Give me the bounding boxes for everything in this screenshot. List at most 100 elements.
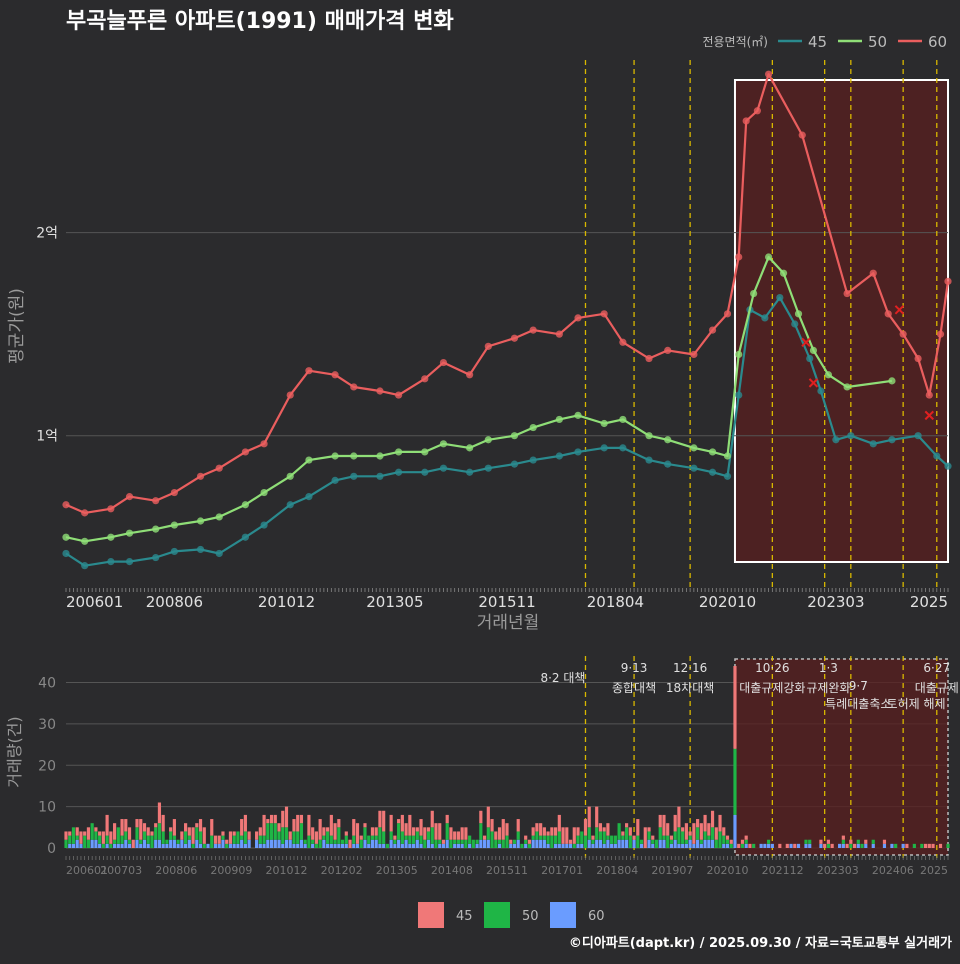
bar-60 xyxy=(621,839,625,848)
bar-45 xyxy=(707,823,711,836)
bar-50 xyxy=(696,827,700,840)
bar-50 xyxy=(284,827,289,840)
data-point-60 xyxy=(152,497,160,505)
data-point-50 xyxy=(888,377,896,385)
bar-50 xyxy=(389,831,393,840)
bar-45 xyxy=(370,827,375,836)
bar-60 xyxy=(400,843,404,848)
bar-60 xyxy=(535,839,539,848)
x-tick-label: 202303 xyxy=(807,593,864,611)
bar-60 xyxy=(587,839,591,848)
bar-45 xyxy=(576,827,580,836)
bar-50 xyxy=(710,827,715,840)
data-point-45 xyxy=(555,452,563,460)
data-point-60 xyxy=(421,375,429,383)
bar-45 xyxy=(288,831,292,840)
bar-45 xyxy=(740,839,745,844)
x-tick-label: 2025 xyxy=(910,593,948,611)
bar-60 xyxy=(329,843,333,848)
data-point-50 xyxy=(241,501,249,509)
x-tick-label: 201804 xyxy=(587,593,644,611)
bar-45 xyxy=(531,827,535,836)
bar-60 xyxy=(337,843,341,848)
bar-60 xyxy=(408,843,412,848)
bar-50 xyxy=(157,823,162,840)
bar-45 xyxy=(625,823,629,828)
bar-45 xyxy=(142,823,147,832)
bar-60 xyxy=(632,839,636,848)
bar-50 xyxy=(524,839,528,844)
y-tick-label: 1억 xyxy=(36,429,58,445)
data-point-60 xyxy=(723,310,732,318)
bar-60 xyxy=(382,843,386,848)
bar-50 xyxy=(583,835,588,848)
data-point-60 xyxy=(884,310,892,318)
bar-50 xyxy=(468,835,472,844)
policy-annotation: 대출규제강화 xyxy=(739,681,805,695)
data-point-45 xyxy=(170,547,178,556)
data-point-45 xyxy=(933,452,941,460)
legends: 45 50 60 45 50 60 xyxy=(418,33,947,928)
bar-60 xyxy=(262,843,266,848)
bar-50 xyxy=(808,839,812,844)
bar-50 xyxy=(370,835,375,840)
bar-60 xyxy=(568,843,573,848)
policy-annotation: 9·13 xyxy=(621,661,648,675)
bar-50 xyxy=(625,827,629,840)
bar-60 xyxy=(710,839,715,848)
bar-60 xyxy=(546,843,550,848)
data-point-60 xyxy=(925,391,933,399)
data-point-60 xyxy=(555,330,563,338)
data-point-60 xyxy=(62,501,70,509)
bar-45 xyxy=(748,843,752,848)
bar-45 xyxy=(703,814,707,832)
bar-50 xyxy=(296,831,300,844)
bar-60 xyxy=(901,843,905,848)
bar-45 xyxy=(568,839,573,844)
policy-annotation: 특례대출축소 xyxy=(825,697,891,711)
bar-50 xyxy=(195,827,199,840)
bar-45 xyxy=(628,827,632,836)
bar-60 xyxy=(613,843,617,848)
volume-y-tick-label: 30 xyxy=(38,717,56,733)
bar-45 xyxy=(359,835,363,840)
data-point-45 xyxy=(350,472,358,480)
bar-60 xyxy=(796,843,801,848)
bar-60 xyxy=(240,839,244,848)
data-point-50 xyxy=(196,517,205,525)
bar-45 xyxy=(931,843,935,848)
bar-60 xyxy=(154,839,158,848)
bar-60 xyxy=(139,843,143,848)
bar-60 xyxy=(415,839,419,848)
bar-45 xyxy=(658,814,662,828)
data-point-50 xyxy=(735,350,743,359)
bar-45 xyxy=(449,827,453,840)
data-point-50 xyxy=(395,448,403,456)
bar-50 xyxy=(920,843,924,848)
bar-60 xyxy=(725,843,730,848)
bar-60 xyxy=(602,843,606,848)
data-point-50 xyxy=(510,432,519,440)
x-tick-label: 201511 xyxy=(478,593,535,611)
bar-45 xyxy=(180,831,184,840)
data-point-60 xyxy=(798,131,806,139)
bar-45 xyxy=(397,819,401,824)
data-point-50 xyxy=(152,525,160,533)
data-point-60 xyxy=(260,440,268,448)
bar-50 xyxy=(497,839,502,844)
bar-60 xyxy=(142,839,147,848)
data-point-60 xyxy=(914,354,922,363)
bar-50 xyxy=(165,839,169,844)
data-point-45 xyxy=(791,320,799,328)
data-point-45 xyxy=(439,464,448,472)
bar-50 xyxy=(501,839,505,848)
bar-50 xyxy=(329,835,333,844)
data-point-45 xyxy=(619,444,627,452)
bar-45 xyxy=(311,827,315,840)
bar-60 xyxy=(169,839,173,848)
data-point-50 xyxy=(824,371,833,379)
bar-50 xyxy=(572,843,576,848)
bar-50 xyxy=(120,835,124,844)
bar-50 xyxy=(367,835,371,844)
